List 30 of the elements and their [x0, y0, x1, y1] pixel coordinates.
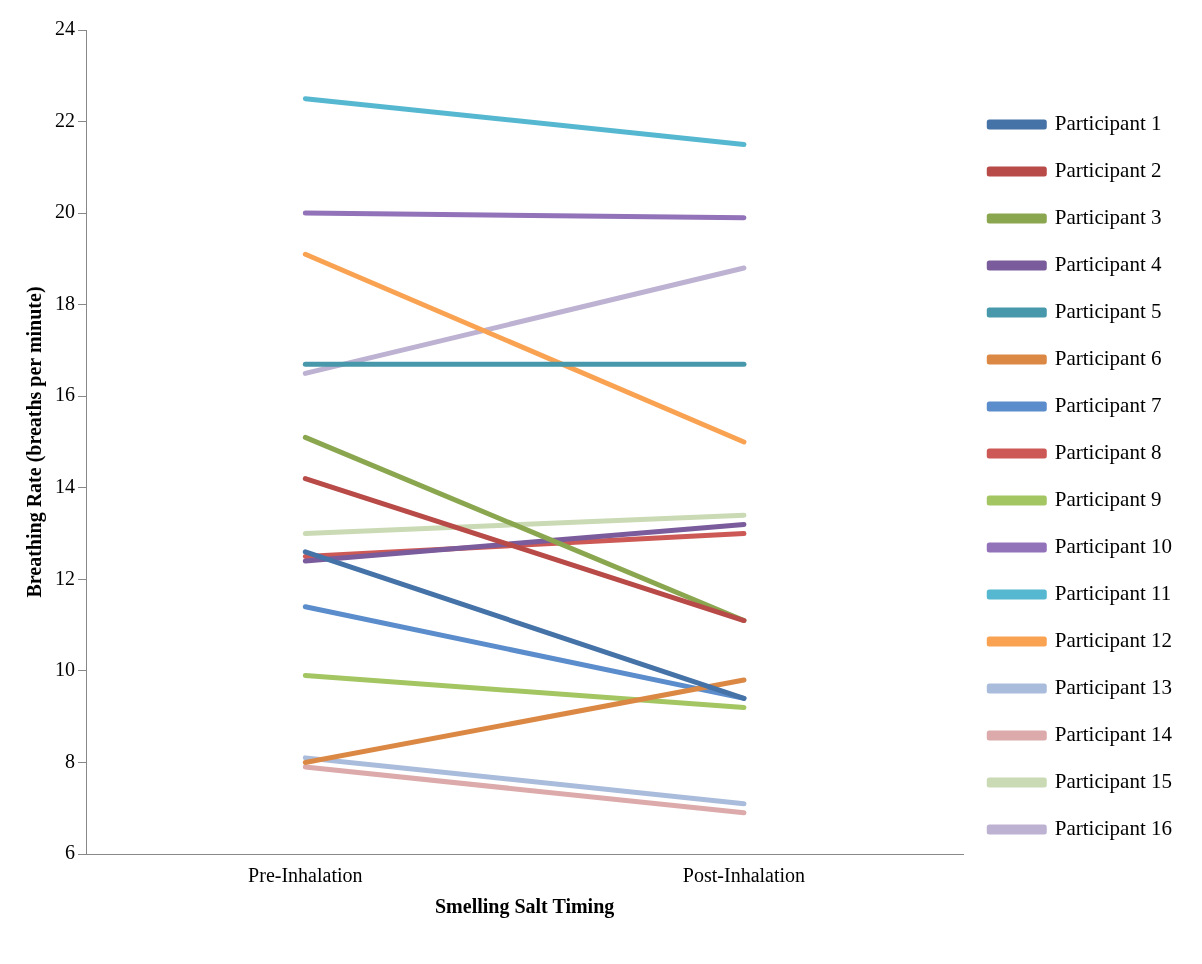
x-axis-title: Smelling Salt Timing	[434, 895, 615, 919]
legend-label: Participant 11	[1054, 581, 1172, 606]
legend-label: Participant 15	[1054, 769, 1173, 794]
legend-label: Participant 3	[1054, 205, 1162, 230]
x-tick-label: Pre-Inhalation	[248, 864, 363, 887]
legend-label: Participant 2	[1054, 158, 1162, 183]
y-tick-label: 12	[55, 566, 75, 589]
y-tick-label: 18	[55, 291, 75, 314]
y-tick-label: 20	[55, 200, 75, 223]
y-tick-label: 14	[55, 475, 75, 498]
legend-label: Participant 14	[1054, 722, 1173, 747]
x-tick-label: Post-Inhalation	[682, 864, 806, 887]
legend-label: Participant 1	[1054, 111, 1162, 136]
legend-label: Participant 13	[1054, 675, 1173, 700]
y-tick-label: 8	[65, 749, 75, 772]
legend-label: Participant 5	[1054, 299, 1162, 324]
legend-label: Participant 4	[1054, 252, 1162, 277]
legend-label: Participant 7	[1054, 393, 1162, 418]
y-axis-title: Breathing Rate (breaths per minute)	[23, 286, 47, 598]
y-tick-label: 24	[55, 17, 75, 40]
legend-label: Participant 9	[1054, 487, 1162, 512]
y-tick-label: 10	[55, 658, 75, 681]
legend-label: Participant 8	[1054, 440, 1162, 465]
legend-label: Participant 12	[1054, 628, 1173, 653]
legend-label: Participant 6	[1054, 346, 1162, 371]
legend-label: Participant 16	[1054, 816, 1173, 841]
y-tick-label: 6	[65, 841, 75, 864]
legend-label: Participant 10	[1054, 534, 1173, 559]
y-tick-label: 22	[55, 108, 75, 131]
y-tick-label: 16	[55, 383, 75, 406]
